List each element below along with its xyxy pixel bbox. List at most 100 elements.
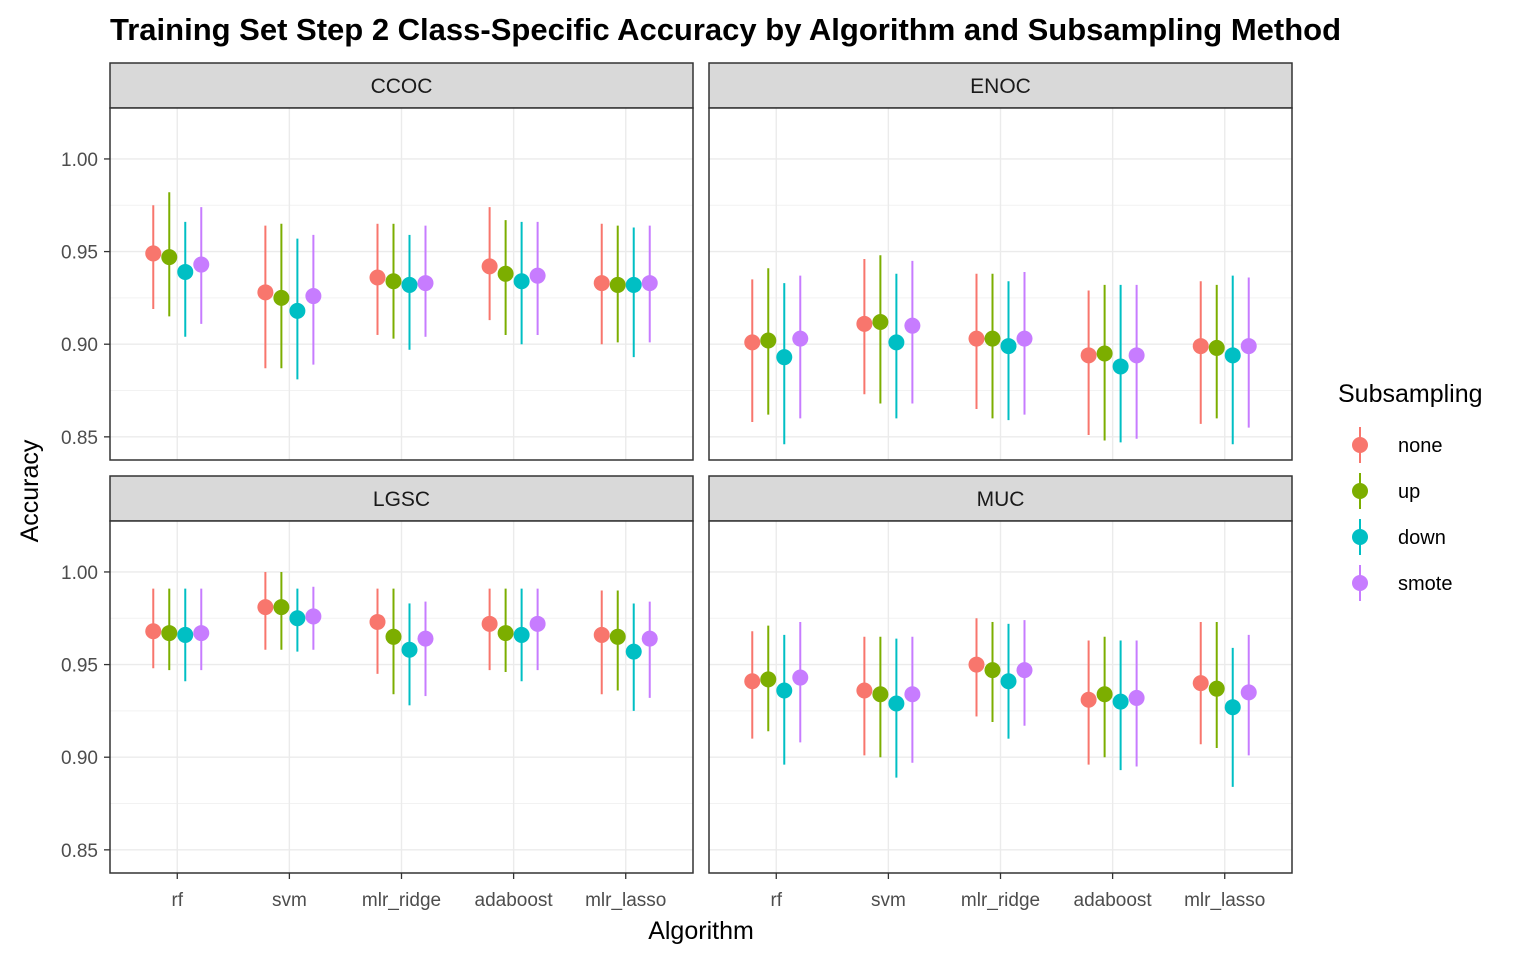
- data-point: [1192, 675, 1209, 692]
- data-point: [529, 615, 546, 632]
- data-point: [888, 695, 905, 712]
- legend-label: down: [1398, 527, 1446, 549]
- data-point: [177, 626, 194, 643]
- legend: Subsampling none up down smote: [1338, 380, 1483, 601]
- series-smote: [792, 260, 1257, 439]
- data-point: [609, 628, 626, 645]
- data-point: [872, 686, 889, 703]
- data-point: [481, 258, 498, 275]
- data-point: [1080, 691, 1097, 708]
- data-point: [888, 334, 905, 351]
- data-point: [776, 349, 793, 366]
- data-point: [513, 626, 530, 643]
- data-point: [145, 623, 162, 640]
- legend-key-down: down: [1352, 519, 1446, 555]
- data-point: [744, 334, 761, 351]
- facet-grid: CCOC 0.85 0.90 0.95 1.00 ENOC LGSC 0.85 0.90 0.95…: [61, 62, 1293, 911]
- data-point: [760, 671, 777, 688]
- data-point: [1192, 338, 1209, 355]
- series-up: [161, 192, 626, 369]
- data-point: [513, 273, 530, 290]
- legend-label: up: [1398, 481, 1420, 503]
- data-point: [257, 284, 274, 301]
- data-point: [481, 615, 498, 632]
- data-point: [161, 625, 178, 642]
- legend-label: smote: [1398, 573, 1452, 595]
- data-point: [161, 249, 178, 266]
- data-point: [1128, 347, 1145, 364]
- facet-strip: [109, 475, 694, 522]
- data-point: [968, 330, 985, 347]
- facet-panel-lgsc: LGSC 0.85 0.90 0.95 1.00 rf svm mlr_ridge adaboo…: [61, 475, 694, 911]
- x-tick-label: svm: [272, 890, 307, 911]
- x-tick-label: rf: [171, 890, 183, 911]
- x-tick-label: mlr_lasso: [585, 890, 666, 911]
- data-point: [1112, 693, 1129, 710]
- x-tick-label: adaboost: [1074, 890, 1153, 911]
- legend-key-point: [1352, 529, 1368, 545]
- data-point: [497, 625, 514, 642]
- legend-key-up: up: [1352, 473, 1420, 509]
- data-point: [1080, 347, 1097, 364]
- y-tick-label: 0.85: [61, 841, 98, 862]
- series-none: [145, 205, 610, 369]
- data-point: [968, 656, 985, 673]
- panel-border: [708, 107, 1293, 461]
- legend-key-point: [1352, 437, 1368, 453]
- x-tick-label: svm: [871, 890, 906, 911]
- data-point: [984, 662, 1001, 679]
- facet-strip-label: CCOC: [371, 75, 433, 98]
- series-up: [760, 621, 1225, 758]
- series-down: [776, 273, 1241, 445]
- x-tick-label: adaboost: [475, 890, 554, 911]
- data-point: [305, 288, 322, 305]
- data-point: [984, 330, 1001, 347]
- series-up: [760, 255, 1225, 441]
- series-smote: [792, 620, 1257, 767]
- data-point: [760, 332, 777, 349]
- series-none: [145, 571, 610, 695]
- data-point: [776, 682, 793, 699]
- data-point: [1016, 662, 1033, 679]
- y-axis-title: Accuracy: [16, 439, 44, 542]
- data-point: [177, 263, 194, 280]
- y-tick-label: 0.95: [61, 656, 98, 677]
- data-point: [1224, 347, 1241, 364]
- data-point: [856, 315, 873, 332]
- data-point: [1112, 358, 1129, 375]
- series-down: [177, 588, 642, 711]
- x-axis-title: Algorithm: [648, 917, 754, 945]
- series-up: [161, 571, 626, 695]
- data-point: [497, 265, 514, 282]
- data-point: [1016, 330, 1033, 347]
- data-point: [1208, 680, 1225, 697]
- data-point: [904, 686, 921, 703]
- data-point: [385, 628, 402, 645]
- data-point: [625, 276, 642, 293]
- legend-key-none: none: [1352, 427, 1443, 463]
- data-point: [593, 626, 610, 643]
- data-point: [369, 613, 386, 630]
- data-point: [904, 317, 921, 334]
- data-point: [273, 289, 290, 306]
- data-point: [401, 641, 418, 658]
- data-point: [1000, 673, 1017, 690]
- data-point: [856, 682, 873, 699]
- x-tick-label: mlr_ridge: [362, 890, 441, 911]
- data-point: [385, 273, 402, 290]
- series-smote: [193, 207, 658, 365]
- facet-strip-label: ENOC: [970, 75, 1031, 98]
- data-point: [641, 275, 658, 292]
- data-point: [641, 630, 658, 647]
- y-tick-label: 0.90: [61, 748, 98, 769]
- data-point: [193, 256, 210, 273]
- data-point: [289, 610, 306, 627]
- facet-strip: [708, 62, 1293, 109]
- data-point: [273, 599, 290, 616]
- y-tick-label: 1.00: [61, 563, 98, 584]
- facet-panel-muc: MUC rf svm mlr_ridge adaboost mlr_lasso: [708, 475, 1293, 911]
- data-point: [1240, 338, 1257, 355]
- data-point: [1000, 338, 1017, 355]
- data-point: [1096, 345, 1113, 362]
